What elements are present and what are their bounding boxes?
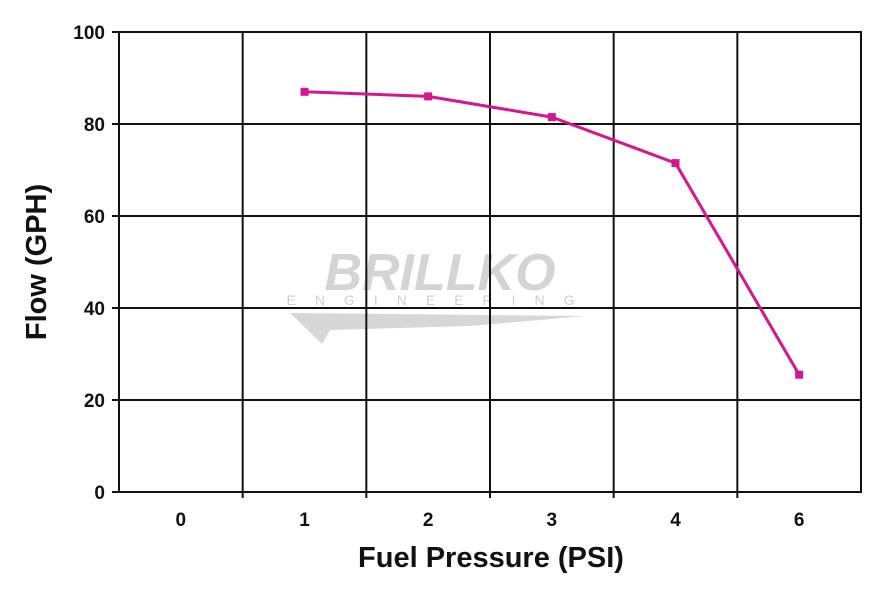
tick-layer: 0 20 40 60 80 100 0 1 2 3 4 6 <box>73 23 804 531</box>
watermark-brand: BRILLKO <box>324 244 555 302</box>
y-tick-label: 0 <box>94 483 105 504</box>
x-tick-label: 3 <box>547 510 558 531</box>
x-tick-label: 4 <box>670 510 681 531</box>
x-tick-label: 1 <box>299 510 310 531</box>
data-point <box>424 92 433 101</box>
grid <box>112 31 862 498</box>
watermark-swoosh <box>290 313 585 344</box>
y-tick-label: 60 <box>84 207 105 228</box>
brillko-watermark-logo: BRILLKO ENGINEERING <box>286 244 593 344</box>
y-tick-label: 100 <box>73 23 105 44</box>
y-axis-title: Flow (GPH) <box>21 184 53 340</box>
x-tick-label: 6 <box>794 510 805 531</box>
x-tick-label: 0 <box>176 510 187 531</box>
y-tick-label: 40 <box>84 299 105 320</box>
y-tick-label: 80 <box>84 115 105 136</box>
x-axis-title: Fuel Pressure (PSI) <box>358 542 624 574</box>
y-tick-label: 20 <box>84 391 105 412</box>
x-tick-label: 2 <box>423 510 434 531</box>
data-point <box>300 87 309 96</box>
watermark-sub: ENGINEERING <box>286 292 593 308</box>
data-point <box>671 159 680 168</box>
series-layer <box>300 87 804 379</box>
data-point <box>547 113 556 122</box>
data-point <box>795 370 804 379</box>
series-line <box>304 90 801 376</box>
